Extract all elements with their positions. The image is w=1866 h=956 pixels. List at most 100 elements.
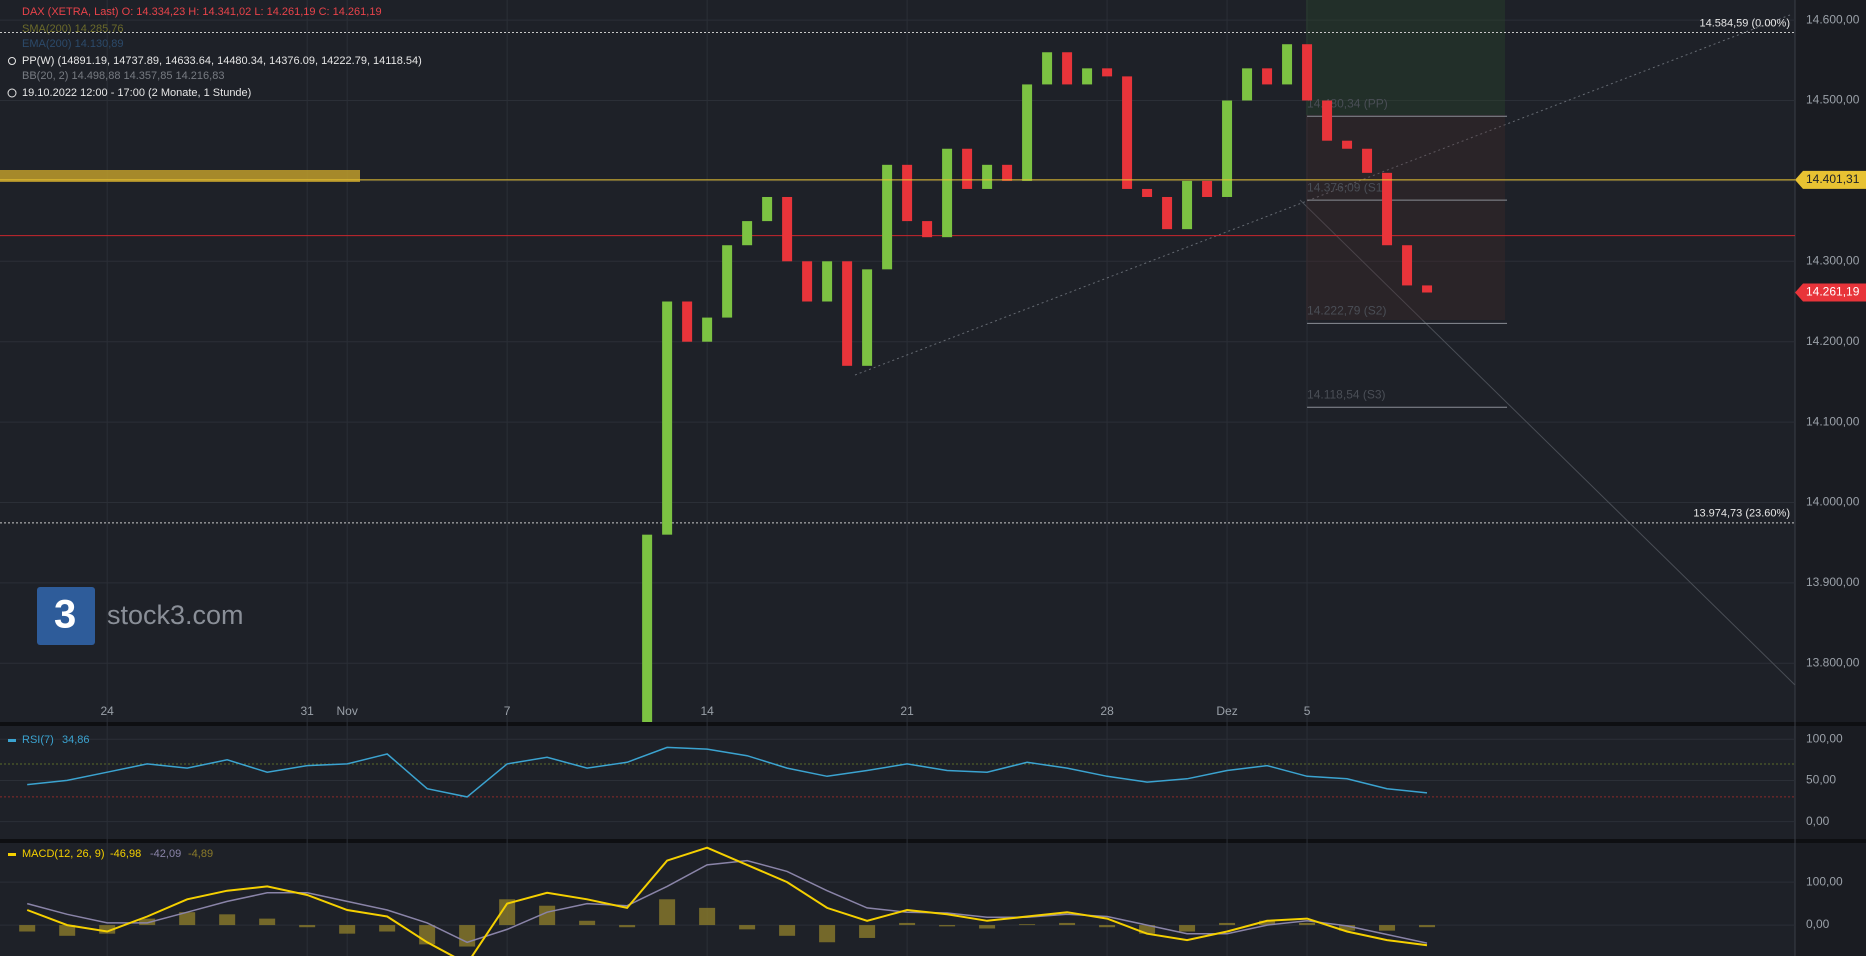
y-tick-label: 14.000,00 — [1806, 495, 1860, 509]
x-tick-label: 7 — [504, 704, 511, 718]
candle — [1102, 68, 1113, 77]
candle — [742, 221, 753, 246]
legend-swatch — [8, 739, 16, 742]
panel-separator — [0, 722, 1866, 726]
macd-hist — [1339, 925, 1356, 931]
macd-hist — [459, 925, 476, 947]
x-tick-label: 14 — [700, 704, 714, 718]
axis-area — [1795, 0, 1866, 956]
level-label: 13.974,73 (23.60%) — [1693, 508, 1790, 520]
candle — [1042, 52, 1053, 85]
macd-hist — [739, 925, 756, 930]
trend-line — [1299, 199, 1796, 686]
zone — [1306, 0, 1505, 115]
pp-label: PP(W) (14891.19, 14737.89, 14633.64, 144… — [22, 55, 422, 67]
icon — [7, 88, 17, 98]
pivot-label: 14.118,54 (S3) — [1307, 387, 1386, 401]
candle — [1382, 172, 1393, 246]
y-tick-label: 0,00 — [1806, 814, 1830, 828]
macd-hist — [179, 912, 196, 926]
y-tick-label: 100,00 — [1806, 731, 1843, 745]
candle — [962, 148, 973, 189]
x-tick-label: 5 — [1304, 704, 1311, 718]
candle — [1342, 140, 1353, 149]
y-tick-label: 13.800,00 — [1806, 655, 1860, 669]
x-tick-label: Dez — [1216, 704, 1237, 718]
candle — [1062, 52, 1073, 85]
x-tick-label: Nov — [336, 704, 357, 718]
rsi-title: RSI(7) — [22, 734, 54, 746]
zone — [1306, 115, 1505, 320]
candle — [1162, 196, 1173, 230]
macd-hist — [1099, 925, 1116, 928]
candle — [1282, 44, 1293, 85]
candle — [1362, 148, 1373, 173]
candle — [662, 301, 673, 535]
range-label: 19.10.2022 12:00 - 17:00 (2 Monate, 1 St… — [22, 87, 251, 99]
y-tick-label: 14.200,00 — [1806, 334, 1860, 348]
sma-label: SMA(200) 14.285,76 — [22, 23, 124, 35]
macd-hist — [219, 914, 236, 926]
candle — [1122, 76, 1133, 189]
candle — [1002, 164, 1013, 181]
candle — [722, 245, 733, 318]
candle — [762, 196, 773, 222]
layers: 3 — [0, 0, 1796, 686]
grid — [0, 0, 1795, 956]
macd-hist — [19, 925, 36, 932]
macd-hist — [1019, 924, 1036, 926]
level-label: 14.584,59 (0.00%) — [1699, 17, 1790, 29]
logo-glyph: 3 — [54, 593, 76, 637]
pivot-label: 14.480,34 (PP) — [1307, 96, 1388, 110]
signal-line — [27, 859, 1428, 944]
candle — [782, 196, 793, 262]
hist-value: -4,89 — [188, 848, 213, 860]
x-tick-label: 24 — [101, 704, 115, 718]
macd-line — [26, 846, 1428, 956]
macd-hist — [299, 925, 316, 928]
price-tag — [1795, 283, 1866, 302]
macd-hist — [379, 925, 396, 932]
macd-hist — [139, 918, 156, 926]
pivot-label: 14.376,09 (S1) — [1307, 180, 1386, 194]
macd-hist — [939, 925, 956, 927]
candle — [1142, 188, 1153, 197]
x-tick-label: 31 — [300, 704, 314, 718]
candle — [1262, 68, 1273, 85]
macd-hist — [659, 899, 676, 926]
candle — [842, 261, 853, 366]
macd-hist — [779, 925, 796, 936]
candle — [702, 317, 713, 342]
macd-hist — [1219, 922, 1236, 926]
macd-hist — [1419, 925, 1436, 928]
pivot-label: 14.222,79 (S2) — [1307, 304, 1386, 318]
legend-swatch — [8, 853, 16, 856]
ema-label: EMA(200) 14.130,89 — [22, 38, 124, 50]
y-tick-label: 50,00 — [1806, 773, 1836, 787]
candle — [862, 269, 873, 366]
macd-hist — [1299, 922, 1316, 926]
macd-hist — [99, 925, 116, 934]
macd-hist — [1259, 920, 1276, 926]
candle — [982, 164, 993, 189]
macd-hist — [259, 918, 276, 926]
macd-hist — [899, 922, 916, 926]
macd-hist — [619, 925, 636, 928]
candle — [642, 534, 653, 722]
y-tick-label: 100,00 — [1806, 874, 1843, 888]
icon — [8, 57, 16, 65]
candle — [922, 221, 933, 238]
price-tag-label: 14.261,19 — [1806, 285, 1860, 299]
volume-profile-highlight — [0, 170, 360, 182]
macd-hist — [539, 905, 556, 926]
macd-hist — [59, 925, 76, 936]
candle — [682, 301, 693, 342]
candle — [1402, 245, 1413, 286]
y-tick-label: 14.500,00 — [1806, 93, 1860, 107]
y-tick-label: 0,00 — [1806, 917, 1830, 931]
candle — [1202, 180, 1213, 197]
candle — [1242, 68, 1253, 101]
macd-hist — [819, 925, 836, 943]
candle — [902, 164, 913, 222]
